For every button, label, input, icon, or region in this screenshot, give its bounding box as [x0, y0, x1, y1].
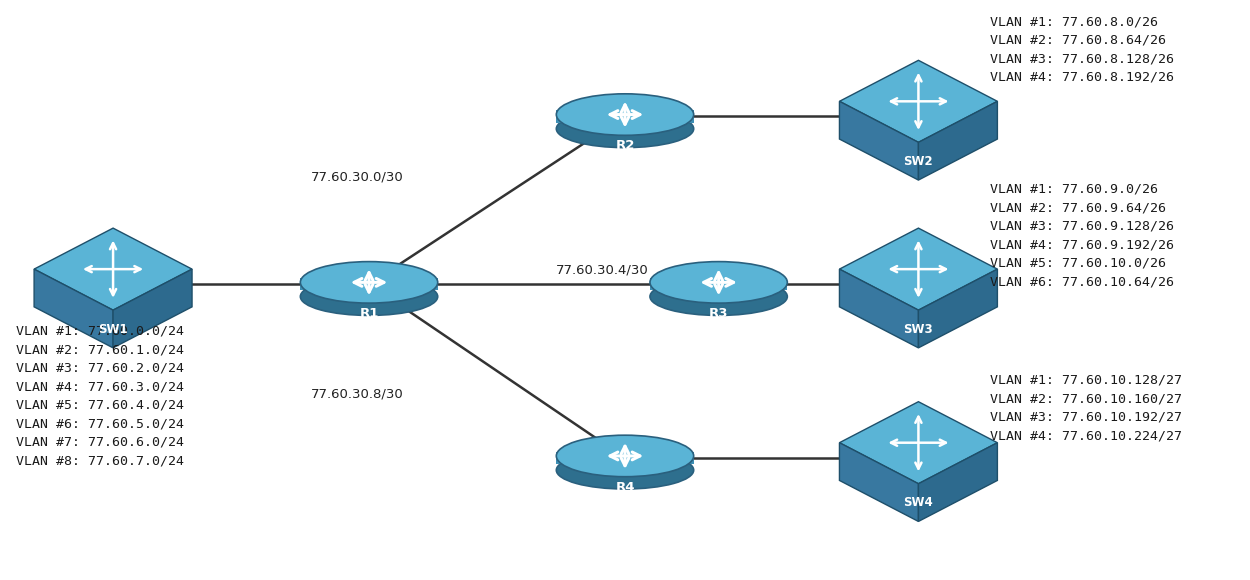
- Polygon shape: [919, 443, 998, 521]
- Ellipse shape: [556, 94, 694, 135]
- Polygon shape: [919, 269, 998, 348]
- Text: VLAN #1: 77.60.10.128/27
VLAN #2: 77.60.10.160/27
VLAN #3: 77.60.10.192/27
VLAN : VLAN #1: 77.60.10.128/27 VLAN #2: 77.60.…: [990, 374, 1181, 443]
- Polygon shape: [840, 228, 998, 310]
- Polygon shape: [34, 269, 112, 348]
- Ellipse shape: [300, 262, 438, 303]
- Text: VLAN #1: 77.60.9.0/26
VLAN #2: 77.60.9.64/26
VLAN #3: 77.60.9.128/26
VLAN #4: 77: VLAN #1: 77.60.9.0/26 VLAN #2: 77.60.9.6…: [990, 183, 1174, 288]
- Polygon shape: [840, 443, 919, 521]
- Text: 77.60.30.4/30: 77.60.30.4/30: [556, 263, 649, 276]
- Ellipse shape: [556, 110, 694, 148]
- Polygon shape: [840, 60, 998, 142]
- Text: SW2: SW2: [904, 155, 934, 168]
- Text: R4: R4: [615, 481, 635, 494]
- Polygon shape: [556, 110, 694, 122]
- Text: R2: R2: [615, 139, 635, 153]
- Polygon shape: [840, 269, 919, 348]
- Ellipse shape: [650, 278, 788, 316]
- Polygon shape: [840, 102, 919, 180]
- Text: SW4: SW4: [904, 496, 934, 509]
- Polygon shape: [556, 452, 694, 464]
- Text: VLAN #1: 77.60.0.0/24
VLAN #2: 77.60.1.0/24
VLAN #3: 77.60.2.0/24
VLAN #4: 77.60: VLAN #1: 77.60.0.0/24 VLAN #2: 77.60.1.0…: [16, 325, 184, 467]
- Ellipse shape: [300, 278, 438, 316]
- Polygon shape: [650, 278, 788, 291]
- Ellipse shape: [650, 262, 788, 303]
- Ellipse shape: [556, 435, 694, 477]
- Text: 77.60.30.8/30: 77.60.30.8/30: [310, 387, 404, 401]
- Ellipse shape: [556, 451, 694, 489]
- Polygon shape: [840, 402, 998, 484]
- Text: SW3: SW3: [904, 322, 934, 335]
- Text: R1: R1: [359, 307, 379, 320]
- Polygon shape: [919, 102, 998, 180]
- Polygon shape: [300, 278, 438, 291]
- Text: VLAN #1: 77.60.8.0/26
VLAN #2: 77.60.8.64/26
VLAN #3: 77.60.8.128/26
VLAN #4: 77: VLAN #1: 77.60.8.0/26 VLAN #2: 77.60.8.6…: [990, 15, 1174, 84]
- Polygon shape: [34, 228, 192, 310]
- Polygon shape: [112, 269, 192, 348]
- Text: R3: R3: [709, 307, 729, 320]
- Text: SW1: SW1: [99, 322, 127, 335]
- Text: 77.60.30.0/30: 77.60.30.0/30: [310, 171, 404, 184]
